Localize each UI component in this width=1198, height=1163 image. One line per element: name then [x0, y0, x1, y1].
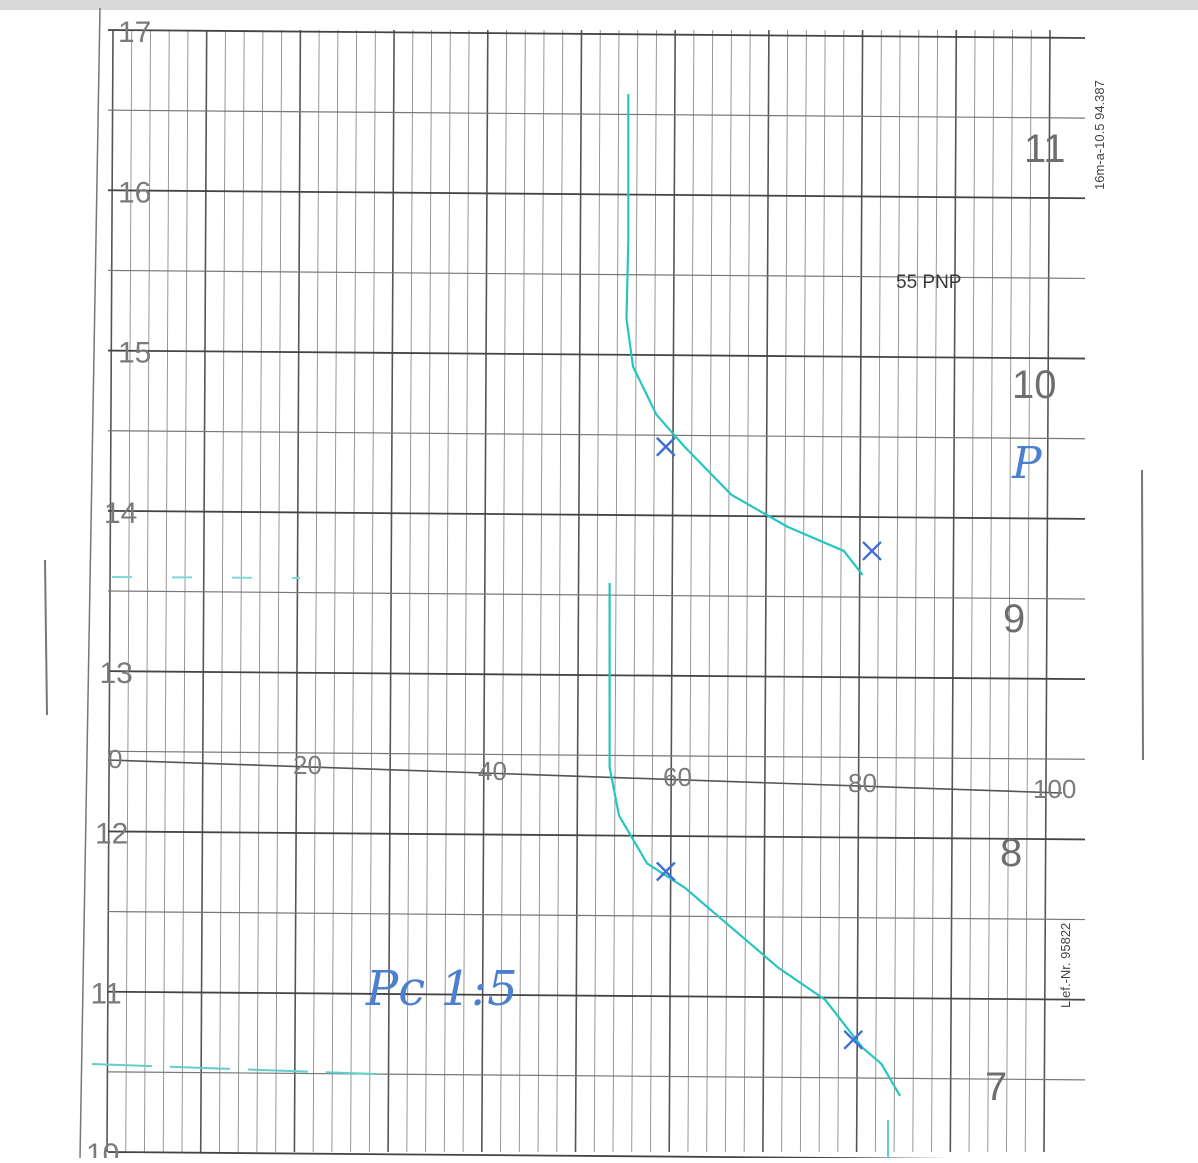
- handwritten-note: Pc 1:5: [365, 961, 518, 1017]
- x-tick-label: 60: [663, 762, 692, 792]
- x-tick-label: 80: [848, 768, 877, 798]
- y-tick-label-left: 13: [100, 657, 133, 690]
- y-tick-label-left: 12: [95, 817, 128, 850]
- y-tick-label-right: 9: [1003, 597, 1025, 641]
- x-tick-label: 100: [1033, 774, 1076, 804]
- y-tick-label-right: 10: [1012, 363, 1057, 407]
- x-tick-label: 40: [478, 756, 507, 786]
- x-tick-label: 20: [293, 750, 322, 780]
- y-tick-label-left: 15: [118, 337, 151, 370]
- y-tick-label-right: 11: [1024, 127, 1066, 171]
- chart-type-label: 55 PNP: [896, 272, 961, 293]
- handwritten-mark-p: P: [1011, 438, 1043, 489]
- y-tick-label-left: 14: [104, 497, 137, 530]
- y-tick-label-left: 16: [118, 176, 151, 209]
- y-tick-label-left: 11: [91, 978, 122, 1011]
- y-tick-label-right: 7: [985, 1065, 1007, 1109]
- x-tick-label: 0: [108, 744, 122, 774]
- y-tick-label-right: 8: [1000, 831, 1022, 875]
- form-code-label: 16m-a-10.5 94.387: [1092, 80, 1107, 190]
- y-tick-label-left: 17: [118, 16, 151, 49]
- y-tick-label-left: 10: [86, 1138, 119, 1158]
- scan-top-edge: [0, 0, 1198, 10]
- scan-edge-mark-right: [1142, 470, 1143, 760]
- supplier-number-label: Lief.-Nr. 95822: [1058, 923, 1073, 1008]
